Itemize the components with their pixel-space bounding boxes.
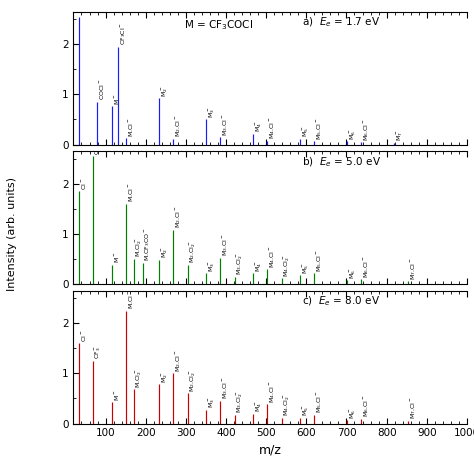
Text: M$_5$.Cl$^-$: M$_5$.Cl$^-$ (315, 249, 324, 271)
Text: a)  $E_e$ = 1.7 eV: a) $E_e$ = 1.7 eV (301, 16, 380, 29)
Text: M$^-$: M$^-$ (113, 389, 121, 401)
X-axis label: m/z: m/z (259, 444, 282, 457)
Text: M$_5$.Cl$^-$: M$_5$.Cl$^-$ (315, 390, 324, 413)
Text: M.Cl$_2^-$: M.Cl$_2^-$ (135, 368, 145, 388)
Text: M$_6^-$: M$_6^-$ (348, 407, 357, 418)
Text: M.Cl$^-$: M.Cl$^-$ (127, 290, 135, 309)
Text: M$_4^-$: M$_4^-$ (254, 401, 264, 412)
Text: M$_4^-$: M$_4^-$ (254, 120, 264, 132)
Text: M$_3$.Cl$^-$: M$_3$.Cl$^-$ (221, 377, 230, 400)
Text: M$_7$.Cl$^-$: M$_7$.Cl$^-$ (409, 396, 418, 419)
Text: M$_2$.Cl$^-$: M$_2$.Cl$^-$ (174, 206, 183, 228)
Text: b)  $E_e$ = 5.0 eV: b) $E_e$ = 5.0 eV (301, 155, 381, 169)
Text: M$_5$.Cl$^-$: M$_5$.Cl$^-$ (315, 117, 324, 139)
Text: M$_6^-$: M$_6^-$ (348, 128, 357, 139)
Text: M.Cl$^-$: M.Cl$^-$ (127, 117, 135, 137)
Text: M.CF$_3$CO$^-$: M.CF$_3$CO$^-$ (143, 228, 152, 262)
Text: M$_3$.Cl$_2^-$: M$_3$.Cl$_2^-$ (236, 390, 245, 413)
Text: M = CF$_3$COCl: M = CF$_3$COCl (184, 18, 254, 32)
Text: c)  $E_e$ = 8.0 eV: c) $E_e$ = 8.0 eV (301, 295, 380, 308)
Text: M$_5^-$: M$_5^-$ (301, 125, 310, 137)
Text: M$_7$.Cl$^-$: M$_7$.Cl$^-$ (409, 257, 418, 279)
Text: Cl$^-$: Cl$^-$ (80, 177, 88, 190)
Text: Intensity (arb. units): Intensity (arb. units) (7, 177, 17, 291)
Text: M$_2$.Cl$_2^-$: M$_2$.Cl$_2^-$ (189, 369, 198, 392)
Text: Cl$^-$: Cl$^-$ (80, 329, 88, 342)
Text: M$_3^-$: M$_3^-$ (207, 396, 217, 408)
Text: M$_4$.Cl$^-$: M$_4$.Cl$^-$ (268, 380, 277, 403)
Text: M$_2^-$: M$_2^-$ (160, 372, 170, 383)
Text: M$_3$.Cl$^-$: M$_3$.Cl$^-$ (221, 113, 230, 136)
Text: M$_4$.Cl$_2^-$: M$_4$.Cl$_2^-$ (283, 254, 292, 277)
Text: M$_2^-$: M$_2^-$ (160, 85, 170, 97)
Text: CF$_3$Cl$^-$: CF$_3$Cl$^-$ (119, 22, 128, 45)
Text: M$_4^-$: M$_4^-$ (254, 260, 264, 271)
Text: M$_3^-$: M$_3^-$ (207, 260, 217, 271)
Text: M$_2$.Cl$_2^-$: M$_2$.Cl$_2^-$ (189, 241, 198, 263)
Text: CF$_3^-$: CF$_3^-$ (94, 345, 103, 359)
Text: M$_3^-$: M$_3^-$ (207, 106, 217, 118)
Text: M$_2^-$: M$_2^-$ (160, 247, 170, 258)
Text: M$_2$.Cl$^-$: M$_2$.Cl$^-$ (174, 349, 183, 372)
Text: M.Cl$_2^-$: M.Cl$_2^-$ (135, 238, 145, 257)
Text: M$_6$.Cl$^-$: M$_6$.Cl$^-$ (362, 118, 371, 140)
Text: M$_5^-$: M$_5^-$ (301, 404, 310, 416)
Text: CF$_3^-$: CF$_3^-$ (94, 140, 103, 155)
Text: M$_6$.Cl$^-$: M$_6$.Cl$^-$ (362, 255, 371, 278)
Text: M$^-$: M$^-$ (113, 94, 121, 105)
Text: M$_4$.Cl$^-$: M$_4$.Cl$^-$ (268, 245, 277, 268)
Text: M$_7^-$: M$_7^-$ (395, 130, 404, 141)
Text: M$_3$.Cl$_2^-$: M$_3$.Cl$_2^-$ (236, 252, 245, 275)
Text: M$^-$: M$^-$ (113, 252, 121, 263)
Text: M$_5^-$: M$_5^-$ (301, 262, 310, 273)
Text: M$_4$.Cl$^-$: M$_4$.Cl$^-$ (268, 117, 277, 139)
Text: M.Cl$^-$: M.Cl$^-$ (127, 183, 135, 202)
Text: M$_4$.Cl$_2^-$: M$_4$.Cl$_2^-$ (283, 394, 292, 416)
Text: M$_6$.Cl$^-$: M$_6$.Cl$^-$ (362, 395, 371, 417)
Text: M$_2$.Cl$^-$: M$_2$.Cl$^-$ (174, 115, 183, 137)
Text: M$_6^-$: M$_6^-$ (348, 267, 357, 278)
Text: M$_3$.Cl$^-$: M$_3$.Cl$^-$ (221, 234, 230, 256)
Text: COCl$^-$: COCl$^-$ (98, 79, 106, 101)
